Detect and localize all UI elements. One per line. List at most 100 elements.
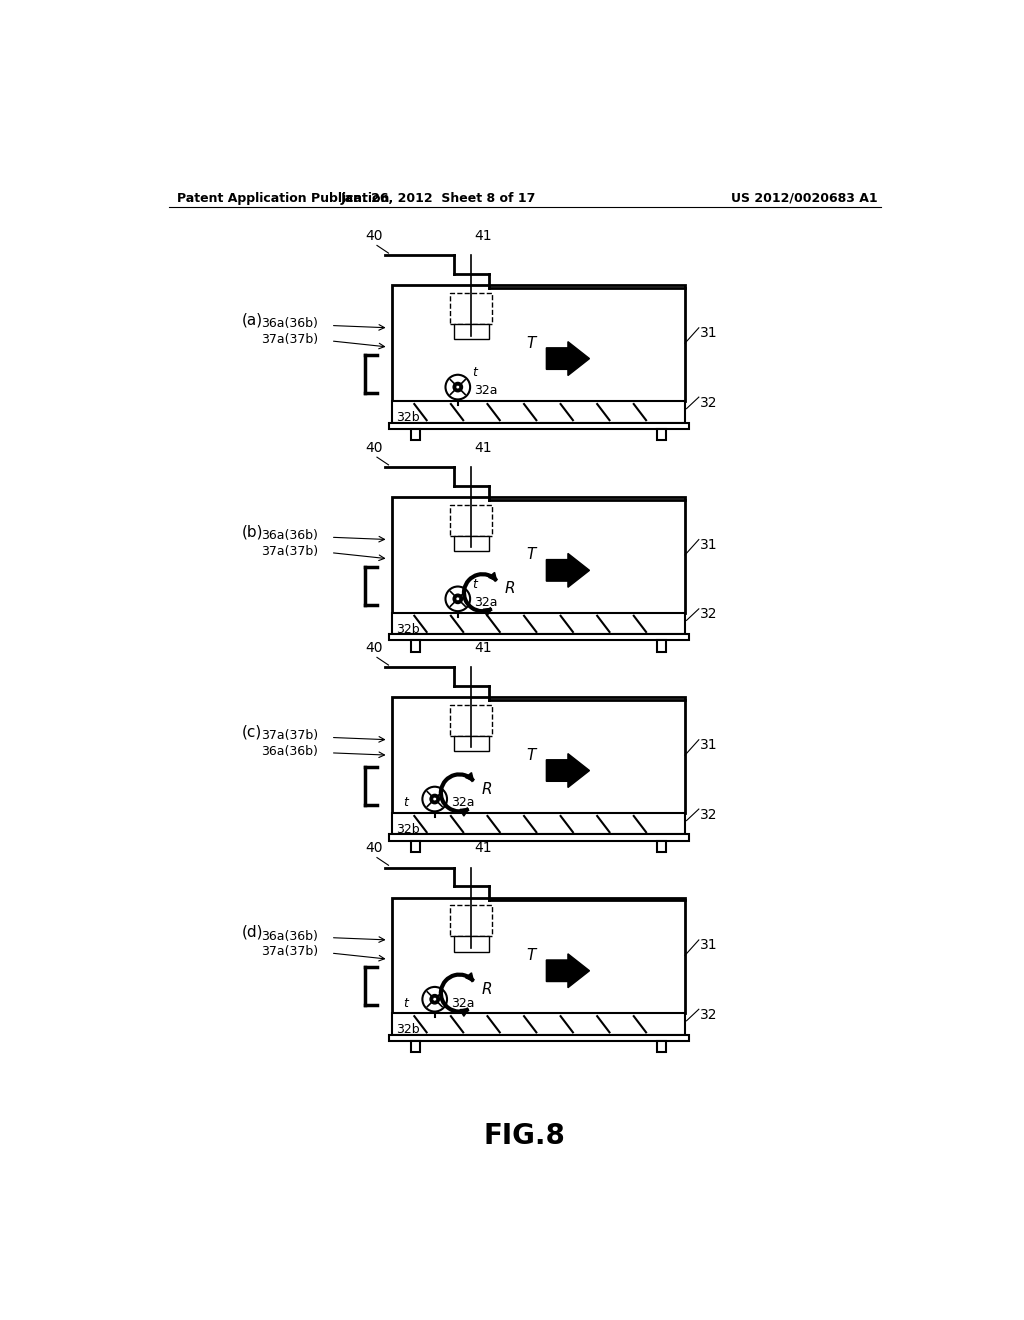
Polygon shape <box>547 553 590 587</box>
Circle shape <box>433 998 436 1001</box>
Text: 41: 41 <box>475 441 493 455</box>
Circle shape <box>430 994 439 1005</box>
Text: 41: 41 <box>475 230 493 243</box>
Text: 32: 32 <box>700 1007 718 1022</box>
Circle shape <box>454 594 463 603</box>
Text: 40: 40 <box>366 841 383 855</box>
Bar <box>388 422 689 429</box>
Text: R: R <box>505 581 515 597</box>
Text: Jan. 26, 2012  Sheet 8 of 17: Jan. 26, 2012 Sheet 8 of 17 <box>341 191 537 205</box>
Text: t: t <box>472 578 477 591</box>
Text: 37a(37b): 37a(37b) <box>261 945 318 958</box>
Text: 32b: 32b <box>396 1023 420 1036</box>
Text: 41: 41 <box>475 841 493 855</box>
Bar <box>392 1014 685 1035</box>
Text: 40: 40 <box>366 642 383 655</box>
Circle shape <box>422 987 447 1011</box>
Text: 32a: 32a <box>451 796 474 809</box>
Bar <box>451 705 493 737</box>
Text: (d): (d) <box>243 925 264 940</box>
Circle shape <box>445 375 470 400</box>
Circle shape <box>454 383 463 392</box>
Bar <box>454 936 488 952</box>
Bar <box>454 536 488 552</box>
Text: 32a: 32a <box>451 997 474 1010</box>
Bar <box>388 834 689 841</box>
Circle shape <box>422 787 447 812</box>
Text: 37a(37b): 37a(37b) <box>261 333 318 346</box>
Bar <box>451 906 493 936</box>
Text: T: T <box>526 548 536 562</box>
Bar <box>392 813 685 834</box>
Polygon shape <box>547 342 590 376</box>
Text: (a): (a) <box>243 313 263 327</box>
Text: t: t <box>402 796 408 809</box>
Text: 31: 31 <box>700 738 718 752</box>
Text: 32b: 32b <box>396 411 420 424</box>
Text: 41: 41 <box>475 642 493 655</box>
Bar <box>451 293 493 323</box>
Polygon shape <box>488 573 497 581</box>
Text: US 2012/0020683 A1: US 2012/0020683 A1 <box>731 191 878 205</box>
Text: 36a(36b): 36a(36b) <box>261 529 318 543</box>
Bar <box>454 323 488 339</box>
Circle shape <box>456 385 460 389</box>
Text: (c): (c) <box>243 725 262 739</box>
Bar <box>392 401 685 422</box>
Text: R: R <box>481 982 493 997</box>
Text: 36a(36b): 36a(36b) <box>261 929 318 942</box>
Bar <box>388 635 689 640</box>
Text: T: T <box>526 335 536 351</box>
Text: 31: 31 <box>700 326 718 341</box>
Text: t: t <box>402 997 408 1010</box>
Text: 31: 31 <box>700 539 718 552</box>
Polygon shape <box>460 809 469 816</box>
Bar <box>392 697 685 813</box>
Bar <box>657 429 667 441</box>
Polygon shape <box>466 772 473 781</box>
Text: Patent Application Publication: Patent Application Publication <box>177 191 389 205</box>
Bar <box>392 498 685 612</box>
Text: 32a: 32a <box>474 597 498 610</box>
Polygon shape <box>466 973 473 981</box>
Circle shape <box>456 597 460 601</box>
Polygon shape <box>547 954 590 987</box>
Text: (b): (b) <box>243 524 264 540</box>
Bar <box>657 640 667 652</box>
Text: FIG.8: FIG.8 <box>484 1122 565 1150</box>
Text: 32: 32 <box>700 607 718 622</box>
Bar <box>392 285 685 401</box>
Circle shape <box>433 797 436 801</box>
Bar <box>454 737 488 751</box>
Bar <box>388 1035 689 1040</box>
Bar <box>392 612 685 635</box>
Polygon shape <box>547 754 590 788</box>
Text: R: R <box>481 781 493 796</box>
Bar <box>411 841 420 853</box>
Bar <box>657 1040 667 1052</box>
Text: 32a: 32a <box>474 384 498 397</box>
Bar <box>411 640 420 652</box>
Bar <box>392 898 685 1014</box>
Text: 40: 40 <box>366 230 383 243</box>
Text: 31: 31 <box>700 939 718 953</box>
Bar <box>411 429 420 441</box>
Bar <box>657 841 667 853</box>
Polygon shape <box>483 609 492 616</box>
Text: 32: 32 <box>700 396 718 409</box>
Text: 32b: 32b <box>396 623 420 636</box>
Bar <box>411 1040 420 1052</box>
Text: 32: 32 <box>700 808 718 821</box>
Text: 32b: 32b <box>396 822 420 836</box>
Polygon shape <box>460 1008 469 1016</box>
Text: 36a(36b): 36a(36b) <box>261 317 318 330</box>
Text: 37a(37b): 37a(37b) <box>261 545 318 557</box>
Circle shape <box>445 586 470 611</box>
Text: t: t <box>472 366 477 379</box>
Bar <box>451 506 493 536</box>
Text: T: T <box>526 747 536 763</box>
Text: 36a(36b): 36a(36b) <box>261 744 318 758</box>
Text: T: T <box>526 948 536 962</box>
Text: 37a(37b): 37a(37b) <box>261 730 318 742</box>
Text: 40: 40 <box>366 441 383 455</box>
